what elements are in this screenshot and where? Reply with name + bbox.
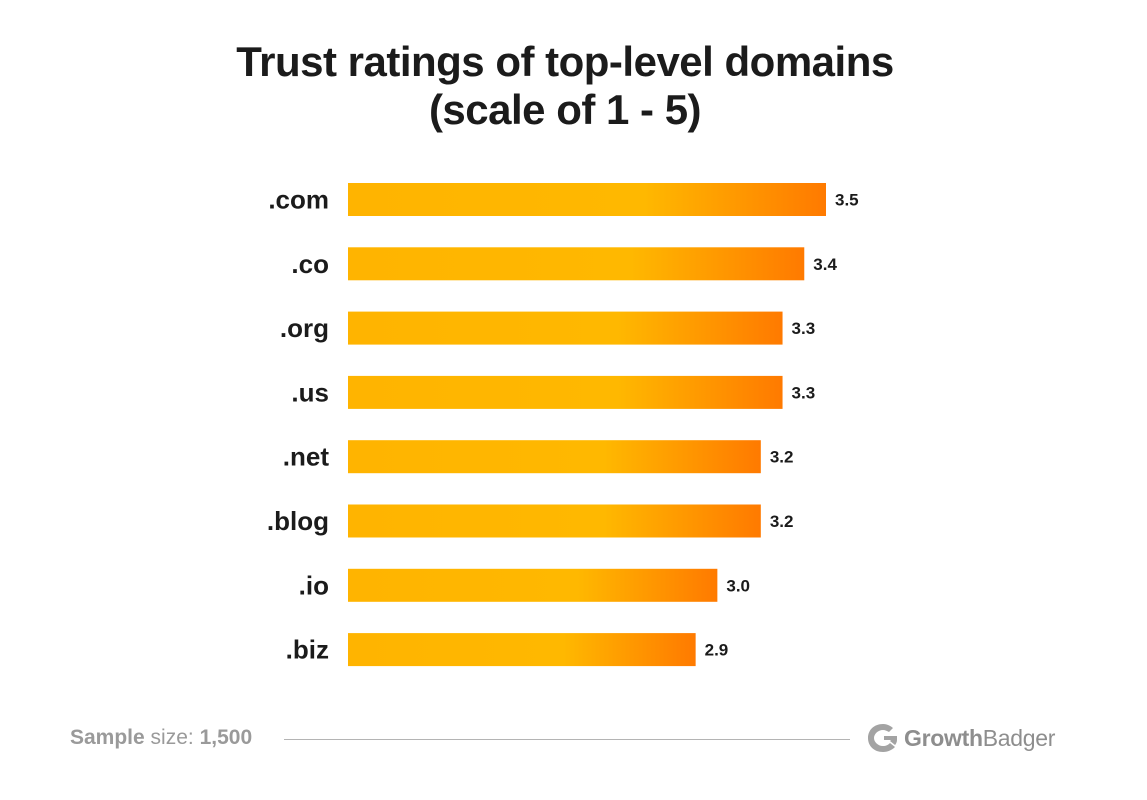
bar [348, 568, 718, 602]
bar [348, 504, 761, 538]
value-label: 3.3 [792, 383, 816, 402]
value-label: 3.3 [792, 319, 816, 338]
bar [348, 633, 696, 667]
bar [348, 247, 805, 281]
chart-title-line-2: (scale of 1 - 5) [428, 86, 702, 133]
brand-name-part-1: Growth [904, 724, 983, 751]
category-label: .us [291, 377, 329, 407]
brand-name-part-2: Badger [982, 724, 1056, 751]
sample-size-value: 1,500 [199, 726, 253, 749]
chart-title-line-1: Trust ratings of top-level domains [236, 38, 894, 85]
bar [348, 183, 826, 216]
footer-divider [284, 739, 850, 740]
category-label: .com [268, 185, 329, 215]
value-label: 3.5 [835, 191, 859, 210]
category-label: .blog [267, 506, 329, 536]
chart-title: Trust ratings of top-level domains (scal… [0, 38, 1130, 134]
category-label: .net [283, 442, 330, 472]
value-label: 2.9 [705, 641, 729, 660]
bar-chart: .com 3.5 .co 3.4 .org 3.3 .us 3.3 .net 3.2 .blog 3.… [267, 183, 859, 667]
size-label: size: [150, 726, 194, 749]
bar [348, 311, 783, 345]
category-label: .org [280, 313, 329, 343]
bar [348, 440, 761, 474]
bar [348, 375, 783, 409]
bars-layer: .com 3.5 .co 3.4 .org 3.3 .us 3.3 .net 3.2 .blog 3.… [267, 183, 859, 667]
category-label: .co [291, 249, 329, 279]
chart-footer: Sample size: 1,500 GrowthBadger [70, 722, 1070, 754]
value-label: 3.0 [726, 576, 750, 595]
brand-name: GrowthBadger [904, 725, 1055, 752]
sample-size-note: Sample size: 1,500 [70, 726, 252, 750]
value-label: 3.2 [770, 512, 794, 531]
sample-label: Sample [70, 726, 145, 749]
value-label: 3.4 [813, 255, 837, 274]
badger-logo-icon [868, 724, 897, 752]
category-label: .io [299, 570, 329, 600]
brand-logo: GrowthBadger [866, 722, 1055, 754]
category-label: .biz [286, 635, 329, 665]
value-label: 3.2 [770, 448, 794, 467]
